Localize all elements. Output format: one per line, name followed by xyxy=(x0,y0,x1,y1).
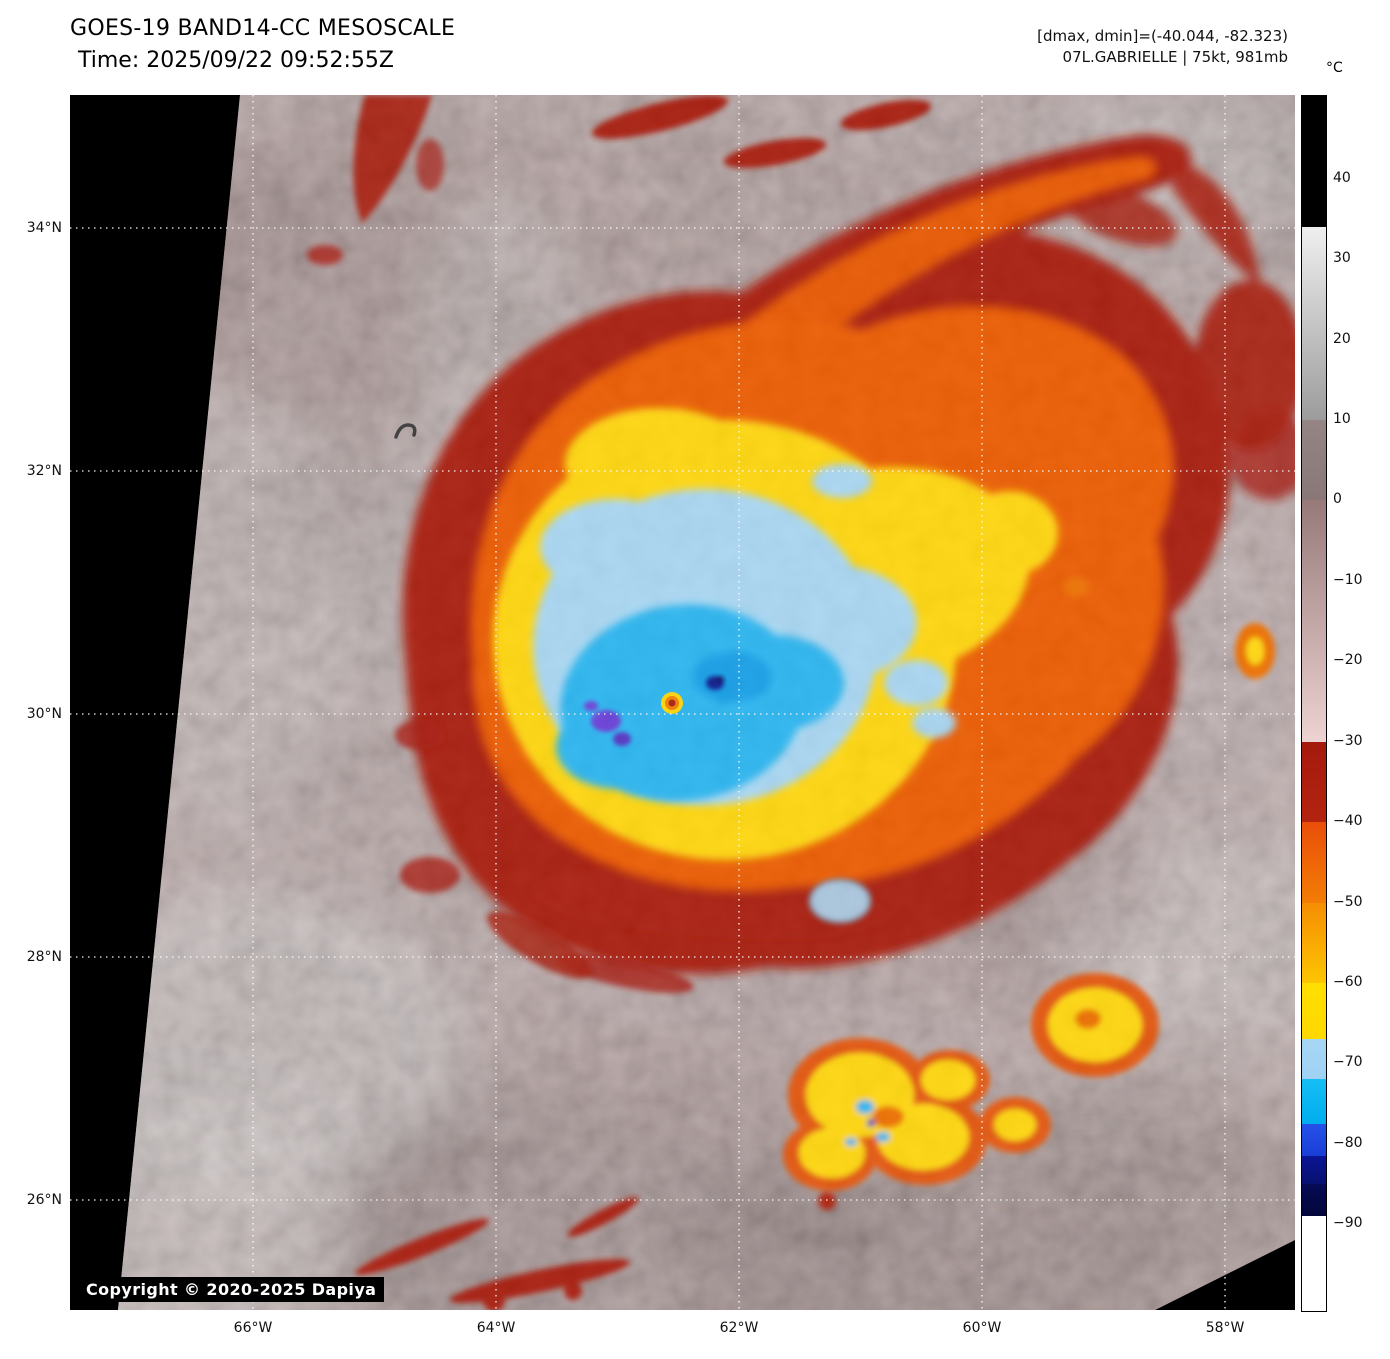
colorbar-tick-label: −10 xyxy=(1333,571,1363,588)
colorbar-segment xyxy=(1302,741,1326,823)
lat-tick-label: 28°N xyxy=(26,949,62,966)
colorbar-tick-label: −70 xyxy=(1333,1054,1363,1071)
colorbar-segment xyxy=(1302,1079,1326,1124)
colorbar-tick-label: 40 xyxy=(1333,169,1351,186)
colorbar-tick-label: −60 xyxy=(1333,973,1363,990)
colorbar-tick-label: −50 xyxy=(1333,893,1363,910)
satellite-ir-scene xyxy=(70,95,1295,1310)
lat-tick-label: 30°N xyxy=(26,706,62,723)
colorbar-tick-label: −90 xyxy=(1333,1215,1363,1232)
header-title-block: GOES-19 BAND14-CC MESOSCALE Time: 2025/0… xyxy=(70,16,455,73)
colorbar-segment xyxy=(1302,96,1326,228)
header-info-block: [dmax, dmin]=(-40.044, -82.323) 07L.GABR… xyxy=(1037,26,1288,68)
colorbar-segment xyxy=(1302,1039,1326,1080)
lon-tick-label: 64°W xyxy=(476,1320,516,1336)
product-title: GOES-19 BAND14-CC MESOSCALE xyxy=(70,16,456,41)
lon-tick-label: 62°W xyxy=(719,1320,759,1336)
colorbar-tick-label: −20 xyxy=(1333,652,1363,669)
copyright-badge: Copyright © 2020-2025 Dapiya xyxy=(78,1277,385,1302)
colorbar-tick-label: −30 xyxy=(1333,732,1363,749)
dmax-dmin-readout: [dmax, dmin]=(-40.044, -82.323) xyxy=(1037,27,1288,45)
colorbar-tick-label: 30 xyxy=(1333,250,1351,267)
lat-tick-label: 34°N xyxy=(26,220,62,237)
colorbar-segment xyxy=(1302,500,1326,742)
colorbar-segment xyxy=(1302,902,1326,983)
colorbar-tick-label: 0 xyxy=(1333,491,1342,508)
colorbar-segment xyxy=(1302,1183,1326,1217)
colorbar-segment xyxy=(1302,1123,1326,1156)
colorbar-unit-label: °C xyxy=(1326,60,1343,76)
cloud-field xyxy=(118,95,1295,1310)
timestamp: Time: 2025/09/22 09:52:55Z xyxy=(78,48,394,73)
lon-tick-label: 60°W xyxy=(962,1320,1002,1336)
temperature-colorbar xyxy=(1301,95,1327,1312)
grid-lines xyxy=(70,95,1295,1310)
lon-tick-label: 66°W xyxy=(233,1320,273,1336)
colorbar-segment xyxy=(1302,1216,1326,1311)
colorbar-segment xyxy=(1302,1155,1326,1184)
colorbar-tick-label: −80 xyxy=(1333,1134,1363,1151)
colorbar-tick-label: 10 xyxy=(1333,411,1351,428)
storm-readout: 07L.GABRIELLE | 75kt, 981mb xyxy=(1062,48,1288,66)
colorbar-tick-label: 20 xyxy=(1333,330,1351,347)
colorbar-segment xyxy=(1302,420,1326,501)
lat-tick-label: 32°N xyxy=(26,463,62,480)
lat-tick-label: 26°N xyxy=(26,1192,62,1209)
colorbar-tick-label: −40 xyxy=(1333,813,1363,830)
colorbar-segment xyxy=(1302,822,1326,903)
colorbar-segment xyxy=(1302,227,1326,421)
lon-tick-label: 58°W xyxy=(1205,1320,1245,1336)
satellite-map: Copyright © 2020-2025 Dapiya xyxy=(70,95,1295,1310)
colorbar-segment xyxy=(1302,982,1326,1040)
